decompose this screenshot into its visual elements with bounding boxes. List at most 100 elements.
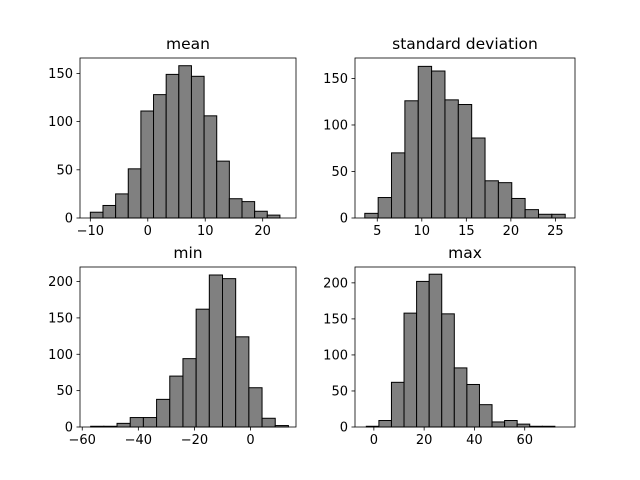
- histogram-bar: [235, 336, 250, 428]
- histogram-bar: [504, 420, 518, 428]
- histogram-bar: [497, 182, 513, 219]
- y-tick-label: 100: [48, 115, 73, 130]
- histogram-bar: [551, 213, 566, 219]
- histogram-bar: [417, 65, 433, 219]
- y-tick-label: 150: [323, 312, 348, 327]
- x-tick-label: 15: [458, 224, 475, 239]
- histogram-bar: [511, 197, 526, 219]
- histogram-bar: [471, 137, 486, 219]
- histogram-bar: [254, 210, 268, 219]
- histogram-bar: [441, 313, 455, 428]
- histogram-bar: [208, 274, 224, 428]
- subplot-title: min: [173, 244, 202, 262]
- histogram-bar: [431, 70, 446, 219]
- histogram-bar: [537, 213, 553, 219]
- histogram-bar: [466, 383, 480, 428]
- histogram-bar: [444, 99, 459, 219]
- histogram-bar: [216, 160, 230, 219]
- histogram-bar: [478, 404, 493, 428]
- y-tick-label: 50: [331, 165, 348, 180]
- axes-frame: [354, 266, 576, 428]
- x-tick-label: −20: [181, 433, 208, 448]
- x-tick-label: 20: [416, 433, 433, 448]
- histogram-bar: [129, 417, 144, 428]
- y-tick-label: 150: [48, 67, 73, 82]
- histogram-bar: [484, 180, 499, 219]
- histogram-bar: [261, 417, 276, 428]
- histogram-bar: [115, 193, 129, 219]
- subplot-title: mean: [166, 35, 210, 53]
- histogram-bar: [165, 73, 180, 219]
- axes-frame: [354, 57, 576, 219]
- histogram-bar: [169, 375, 184, 428]
- histogram-bar: [428, 273, 443, 428]
- y-tick-label: 0: [340, 421, 348, 436]
- histogram-bar: [377, 197, 393, 219]
- histogram-bar: [140, 110, 155, 219]
- histogram-bar: [453, 367, 468, 428]
- histogram-bar: [491, 421, 506, 428]
- x-tick-label: 60: [516, 433, 533, 448]
- histogram-bar: [378, 420, 392, 428]
- subplot-2: 5 10 15 20 25 0 50 100 150 standard deviation: [323, 35, 576, 239]
- histogram-bar: [390, 381, 405, 428]
- subplot-4: 0 20 40 60 0 50 100 150 200 max: [323, 244, 576, 448]
- histogram-bar: [248, 387, 263, 428]
- x-tick-label: 5: [373, 224, 381, 239]
- y-tick-label: 200: [48, 275, 73, 290]
- histogram-bar: [203, 115, 218, 219]
- histogram-bar: [364, 212, 379, 219]
- histogram-bar: [116, 422, 131, 428]
- x-tick-label: 40: [466, 433, 483, 448]
- histogram-bar: [142, 417, 158, 428]
- x-tick-label: −40: [125, 433, 152, 448]
- y-tick-label: 150: [323, 72, 348, 87]
- histogram-bar: [266, 214, 281, 219]
- y-tick-label: 200: [323, 276, 348, 291]
- y-tick-label: 100: [323, 348, 348, 363]
- x-tick-label: 10: [197, 224, 214, 239]
- histogram-bar: [403, 312, 418, 428]
- x-tick-label: 20: [254, 224, 271, 239]
- y-tick-label: 50: [56, 384, 73, 399]
- subplot-1: −10 0 10 20 0 50 100 150 mean: [48, 35, 297, 239]
- y-tick-label: 0: [65, 212, 73, 227]
- subplot-title: standard deviation: [392, 35, 538, 53]
- x-tick-label: 25: [547, 224, 564, 239]
- histogram-bar: [416, 280, 430, 428]
- histogram-bar: [182, 358, 197, 428]
- histogram-bar: [153, 94, 167, 219]
- y-tick-label: 0: [340, 212, 348, 227]
- histogram-bar: [156, 398, 171, 428]
- histogram-bar: [127, 168, 142, 219]
- x-tick-label: 0: [370, 433, 378, 448]
- y-tick-label: 50: [56, 163, 73, 178]
- histogram-bar: [222, 278, 237, 428]
- histogram-bar: [524, 209, 539, 219]
- x-tick-label: 0: [246, 433, 254, 448]
- histogram-bar: [102, 204, 117, 219]
- histogram-bar: [391, 152, 406, 219]
- histogram-bar: [457, 104, 473, 219]
- histogram-bar: [178, 65, 192, 219]
- y-tick-label: 150: [48, 311, 73, 326]
- axes-frame: [79, 57, 297, 219]
- histogram-bar: [195, 308, 210, 428]
- histogram-bar: [190, 75, 205, 219]
- x-tick-label: 10: [414, 224, 431, 239]
- histogram-bar: [404, 100, 419, 219]
- histogram-bar: [89, 211, 104, 219]
- histogram-bar: [241, 201, 256, 219]
- y-tick-label: 100: [323, 118, 348, 133]
- subplot-3: −60 −40 −20 0 0 50 100 150 200 min: [48, 244, 297, 448]
- x-tick-label: −60: [69, 433, 96, 448]
- histogram-bar: [228, 198, 243, 219]
- histogram-bar: [516, 423, 531, 428]
- y-tick-label: 100: [48, 348, 73, 363]
- y-tick-label: 0: [65, 421, 73, 436]
- subplot-title: max: [448, 244, 482, 262]
- y-tick-label: 50: [331, 384, 348, 399]
- x-tick-label: −10: [77, 224, 104, 239]
